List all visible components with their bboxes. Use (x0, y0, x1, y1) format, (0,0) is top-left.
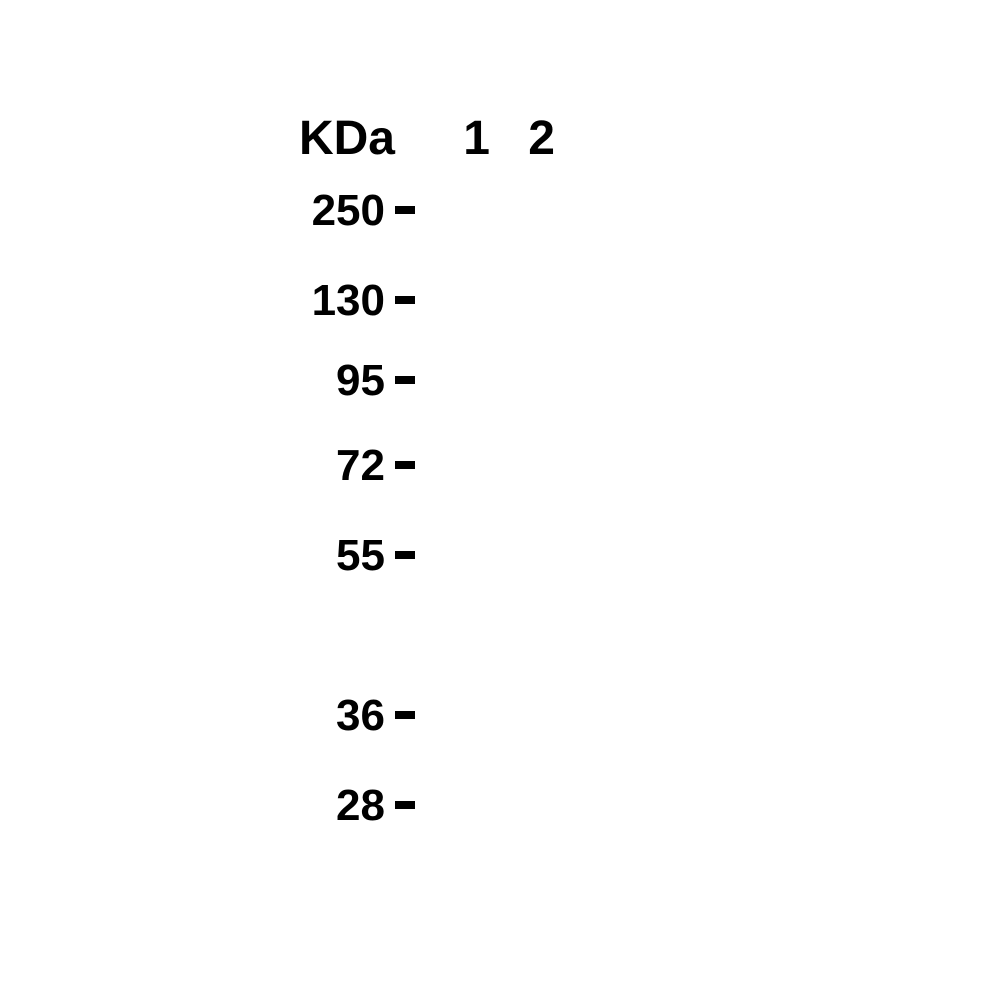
blot-membrane (0, 0, 190, 1000)
unit-label-kda: KDa (299, 111, 395, 166)
mw-label-250: 250 (312, 186, 385, 236)
mw-label-130: 130 (312, 276, 385, 326)
mw-tick-250 (395, 206, 415, 214)
mw-tick-55 (395, 551, 415, 559)
mw-tick-95 (395, 376, 415, 384)
mw-label-36: 36 (336, 691, 385, 741)
lane-label-1: 1 (463, 111, 490, 166)
mw-label-55: 55 (336, 531, 385, 581)
mw-tick-36 (395, 711, 415, 719)
mw-label-72: 72 (336, 441, 385, 491)
mw-tick-130 (395, 296, 415, 304)
mw-tick-72 (395, 461, 415, 469)
western-blot-figure: KDa 12 250 130 95 72 55 36 28 (0, 0, 1000, 1000)
mw-label-28: 28 (336, 781, 385, 831)
lane-label-2: 2 (528, 111, 555, 166)
mw-label-95: 95 (336, 356, 385, 406)
mw-tick-28 (395, 801, 415, 809)
